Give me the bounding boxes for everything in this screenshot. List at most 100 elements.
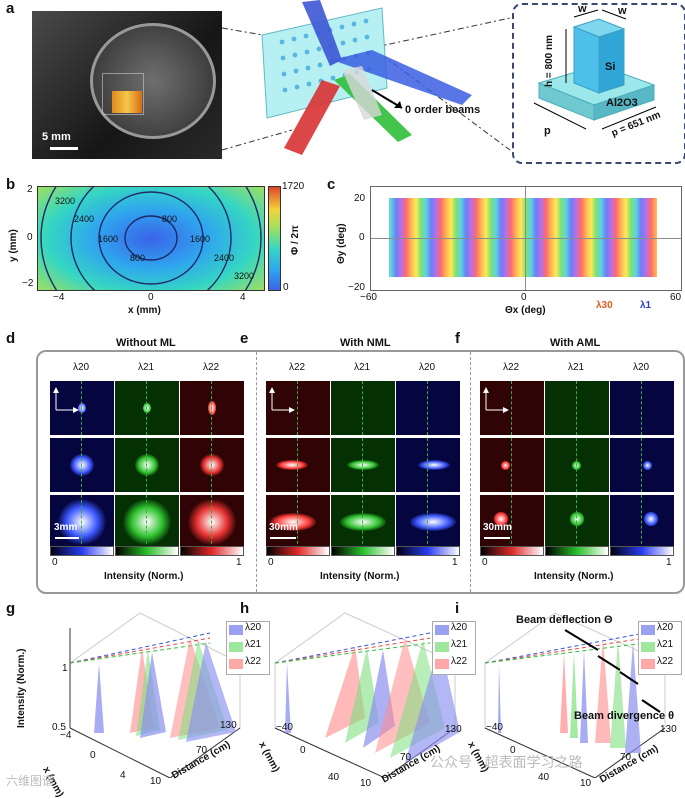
f-tile-r3-c1 <box>480 495 544 549</box>
beam-divergence-label: Beam divergence θ <box>574 710 675 722</box>
c-xtick-left: −60 <box>360 292 377 303</box>
e-cbar-zero: 0 <box>268 557 274 568</box>
i-dt-2: 70 <box>620 752 632 763</box>
d-cbar-one: 1 <box>236 557 242 568</box>
e-tile-r2-c2 <box>331 438 395 492</box>
c-xtick-mid: 0 <box>521 292 527 303</box>
e-tile-r1-c1 <box>266 381 330 435</box>
tile-axis-arrows-f <box>483 387 509 413</box>
metasurface-chip <box>112 91 142 113</box>
f-tile-r3-c3 <box>610 495 674 549</box>
f-cbar-one: 1 <box>666 557 672 568</box>
photo-scale-label: 5 mm <box>42 131 71 143</box>
cbar-min: 0 <box>283 282 289 293</box>
cbar-max: 1720 <box>282 181 305 192</box>
d-tile-r2-c2 <box>115 438 179 492</box>
i-xt-1: −40 <box>486 722 503 733</box>
e-col-1: λ22 <box>289 362 306 373</box>
cell-pillar-label: Si <box>605 61 616 73</box>
beam-image-frame <box>36 350 685 594</box>
c-ytick-top: 20 <box>354 193 366 204</box>
d-tile-r2-c3 <box>180 438 244 492</box>
b-ytick-mid: 0 <box>27 232 33 243</box>
e-title: With NML <box>340 337 391 349</box>
h-legend-1: λ20 <box>451 622 468 633</box>
e-col-2: λ21 <box>354 362 371 373</box>
g-dt-1: 10 <box>150 776 162 787</box>
d-cbar-red <box>180 546 244 556</box>
d-col-2: λ21 <box>138 362 155 373</box>
watermark-channel: 公众号 · 超表面学习之路 <box>430 754 583 770</box>
i-legend-1: λ20 <box>657 622 674 633</box>
c-ytick-bot: −20 <box>348 282 365 293</box>
unit-cell-drawing <box>533 9 657 130</box>
panel-label-g: g <box>6 600 16 617</box>
b-xtick-mid: 0 <box>148 292 154 303</box>
phase-map: 3200 2400 1600 800 800 1600 2400 3200 <box>37 186 265 291</box>
tile-axis-arrows-e <box>269 387 295 413</box>
i-dt-3: 130 <box>660 724 677 735</box>
panel-label-c: c <box>327 176 336 193</box>
c-xtick-right: 60 <box>670 292 682 303</box>
i-dt-1: 10 <box>580 778 592 789</box>
d-tile-r1-c2 <box>115 381 179 435</box>
g-legend-1: λ20 <box>245 622 262 633</box>
d-tile-r3-c3 <box>180 495 244 549</box>
tile-axis-arrows-d <box>53 387 79 413</box>
beam-schematic <box>222 0 511 155</box>
e-cbar-red <box>266 546 330 556</box>
e-tile-r2-c3 <box>396 438 460 492</box>
e-tile-r1-c3 <box>396 381 460 435</box>
i-legend: λ20 λ21 λ22 <box>638 621 682 675</box>
b-xlabel: x (mm) <box>128 305 161 316</box>
h-legend-2: λ21 <box>451 639 468 650</box>
i-xt-3: 40 <box>538 772 550 783</box>
d-col-1: λ20 <box>73 362 90 373</box>
e-tile-r3-c1 <box>266 495 330 549</box>
lambda30-marker: λ30 <box>596 300 613 311</box>
f-col-2: λ21 <box>568 362 585 373</box>
deflection-mask-top <box>371 187 681 198</box>
contour-label-5: 800 <box>130 253 146 263</box>
g-z-one: 1 <box>62 663 68 674</box>
f-tile-r2-c2 <box>545 438 609 492</box>
d-scale-bar <box>55 537 79 539</box>
b-xtick-right: 4 <box>240 292 246 303</box>
e-cbar-blue <box>396 546 460 556</box>
d-tile-r1-c1 <box>50 381 114 435</box>
device-photo: 5 mm <box>32 11 222 159</box>
f-tile-r1-c2 <box>545 381 609 435</box>
panel-label-h: h <box>240 600 250 617</box>
b-ytick-bot: −2 <box>22 278 34 289</box>
g-dt-2: 70 <box>196 745 208 756</box>
d-cbar-blue <box>50 546 114 556</box>
g-zlabel: Intensity (Norm.) <box>16 648 27 728</box>
e-cbar-label: Intensity (Norm.) <box>320 571 400 582</box>
c-ylabel: Θy (deg) <box>336 223 347 264</box>
cell-w-left: w <box>578 3 587 15</box>
contour-label-1: 3200 <box>55 196 76 206</box>
beam-deflection-label: Beam deflection Θ <box>516 614 613 626</box>
cell-w-right: w <box>618 5 627 17</box>
f-col-1: λ22 <box>503 362 520 373</box>
cell-height-label: h = 800 nm <box>544 35 555 87</box>
h-dt-2: 70 <box>400 752 412 763</box>
h-xt-2: 0 <box>300 745 306 756</box>
d-tile-r3-c2 <box>115 495 179 549</box>
divider-ef <box>470 352 471 592</box>
contour-label-8: 3200 <box>234 271 255 281</box>
panel-label-b: b <box>6 176 16 193</box>
i-legend-2: λ21 <box>657 639 674 650</box>
zero-x-axis <box>371 238 681 239</box>
watermark-corner: 六维图谱 <box>6 774 55 788</box>
f-tile-r3-c2 <box>545 495 609 549</box>
f-cbar-blue <box>610 546 674 556</box>
f-cbar-red <box>480 546 544 556</box>
e-tile-r3-c3 <box>396 495 460 549</box>
cell-substrate-label: Al2O3 <box>606 97 638 109</box>
cbar-label: Φ / 2π <box>290 225 301 255</box>
i-xt-2: 0 <box>510 745 516 756</box>
c-xlabel: Θx (deg) <box>505 305 546 316</box>
e-cbar-green <box>331 546 395 556</box>
h-dt-1: 10 <box>360 778 372 789</box>
